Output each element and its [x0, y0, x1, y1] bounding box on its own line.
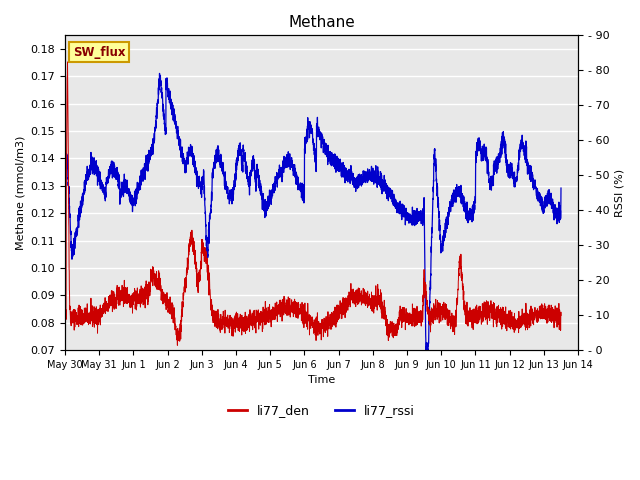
Text: SW_flux: SW_flux — [73, 46, 125, 59]
Y-axis label: RSSI (%): RSSI (%) — [615, 168, 625, 217]
Title: Methane: Methane — [288, 15, 355, 30]
Y-axis label: Methane (mmol/m3): Methane (mmol/m3) — [15, 135, 25, 250]
X-axis label: Time: Time — [308, 375, 335, 385]
Legend: li77_den, li77_rssi: li77_den, li77_rssi — [223, 399, 420, 422]
